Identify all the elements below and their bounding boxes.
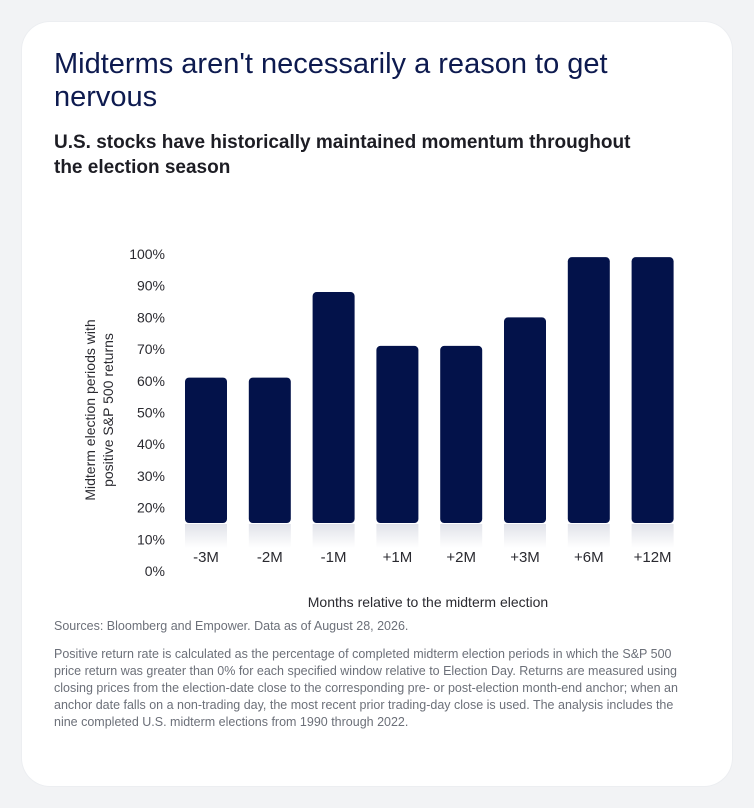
y-tick-label: 10% [137, 531, 165, 547]
y-tick-label: 50% [137, 405, 165, 421]
x-tick-label: +2M [446, 549, 476, 566]
y-tick-label: 60% [137, 373, 165, 389]
x-tick-label: -1M [321, 549, 347, 566]
bar--3M [185, 377, 227, 523]
chart-subtitle: U.S. stocks have historically maintained… [54, 132, 631, 178]
x-tick-label: -2M [257, 549, 283, 566]
bar-+6M [567, 257, 610, 523]
bar-reflection [504, 524, 546, 548]
bar--2M [248, 377, 291, 523]
x-tick-label: +1M [383, 549, 413, 566]
bar-reflection [631, 524, 674, 548]
x-tick-label: +3M [510, 549, 540, 566]
bar-reflection [312, 524, 355, 548]
x-tick-label: +12M [634, 549, 672, 566]
y-tick-label: 90% [137, 278, 165, 294]
sources-note: Sources: Bloomberg and Empower. Data as … [54, 619, 409, 633]
chart-title: Midterms aren't necessarily a reason to … [54, 48, 608, 113]
bar-reflection [440, 524, 483, 548]
x-tick-label: -3M [193, 549, 219, 566]
bar-+2M [440, 345, 483, 523]
bar-reflection [376, 524, 419, 548]
x-axis-label: Months relative to the midterm election [308, 594, 548, 610]
methodology-note: Positive return rate is calculated as th… [54, 647, 678, 729]
y-tick-label: 70% [137, 341, 165, 357]
bar-reflection [567, 524, 610, 548]
bar-+3M [504, 317, 546, 523]
x-tick-label: +6M [574, 549, 604, 566]
bar-reflection [248, 524, 291, 548]
y-axis-label: Midterm election periods with positive S&… [82, 319, 116, 500]
y-tick-label: 0% [145, 563, 165, 579]
bar--1M [312, 292, 355, 523]
y-tick-label: 80% [137, 309, 165, 325]
bar-+1M [376, 345, 419, 523]
y-tick-label: 20% [137, 500, 165, 516]
bar-+12M [631, 257, 674, 523]
bar-reflection [185, 524, 227, 548]
y-tick-label: 100% [129, 246, 165, 262]
y-tick-label: 30% [137, 468, 165, 484]
bar-chart: 0% 10% 20% 30% 40% 50% 60% 70% 80% 90% 100% -3M -2M… [82, 246, 674, 610]
y-tick-label: 40% [137, 436, 165, 452]
